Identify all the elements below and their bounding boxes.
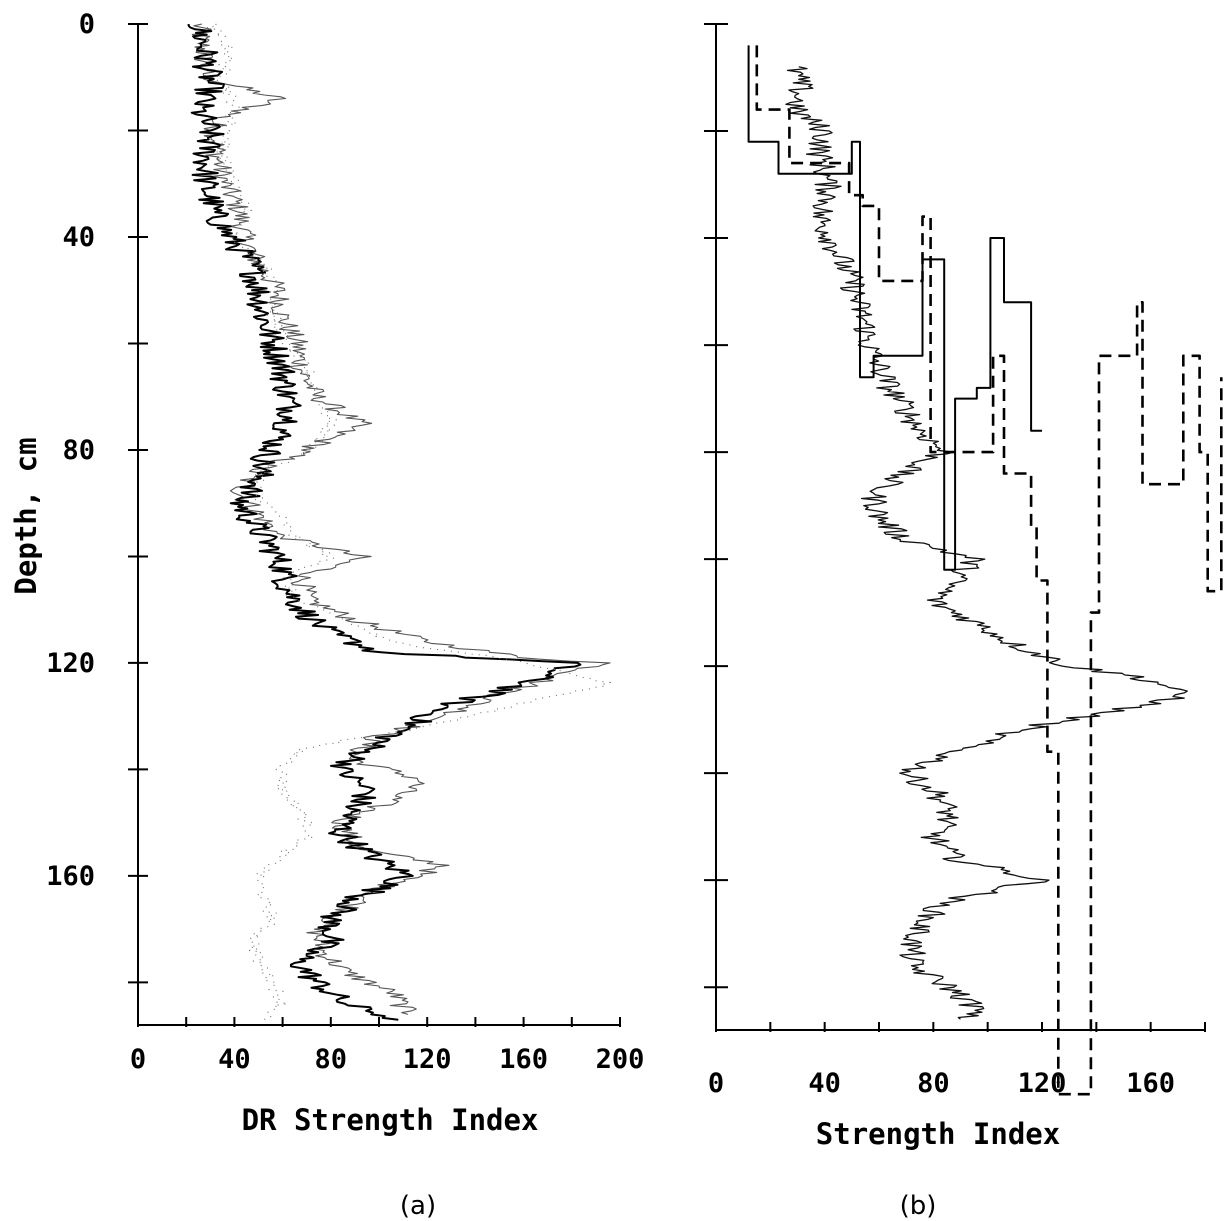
x-tick-label: 200 [596,1044,645,1075]
y-tick-label: 0 [79,9,95,40]
x-tick-label: 80 [917,1068,950,1099]
x-tick-label: 0 [130,1044,146,1075]
panel-a-y-axis-title: Depth, cm [9,437,43,594]
y-tick-label: 80 [62,435,95,466]
y-tick-label: 160 [46,861,95,892]
panel-b-label: (b) [900,1191,937,1221]
x-tick-label: 40 [218,1044,251,1075]
x-tick-label: 160 [499,1044,548,1075]
x-tick-label: 160 [1126,1068,1175,1099]
y-tick-label: 120 [46,648,95,679]
panel-b: 0 40 80 120 160 [704,23,1223,1099]
panel-b-series-dashed-step [755,45,1223,1096]
panel-a: 0 40 80 120 160 200 0 40 80 120 160 [46,9,644,1075]
panel-a-series-solid-thin [191,23,611,1015]
y-tick-label: 40 [62,222,95,253]
panel-a-series-solid-thick [187,23,582,1021]
x-tick-label: 120 [403,1044,452,1075]
panel-a-label: (a) [400,1191,436,1221]
x-tick-label: 0 [708,1068,724,1099]
panel-b-x-axis-title: Strength Index [816,1117,1060,1151]
panel-a-x-axis-title: DR Strength Index [242,1103,539,1137]
x-tick-label: 40 [808,1068,841,1099]
x-tick-label: 80 [315,1044,348,1075]
panel-b-series-solid-thin-profile [785,66,1188,1020]
panel-b-series-solid-step [747,45,1042,571]
